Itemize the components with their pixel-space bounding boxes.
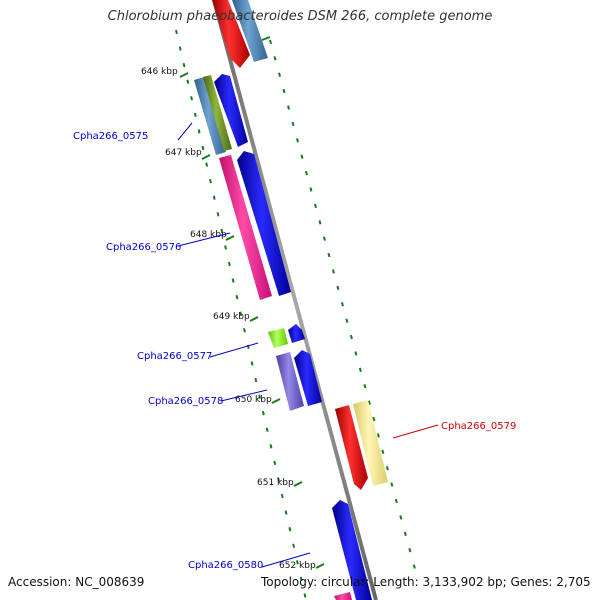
gene-blue-650[interactable] [294, 350, 322, 406]
scale-ticks-left [175, 29, 307, 600]
scale-label-652: 652 kbp [279, 561, 316, 571]
gene-label-cpha266-0577[interactable]: Cpha266_0577 [137, 351, 212, 362]
gene-label-cpha266-0576[interactable]: Cpha266_0576 [106, 242, 181, 253]
genome-summary-text: Topology: circular; Length: 3,133,902 bp… [261, 575, 591, 589]
scale-ticks-right [269, 39, 419, 581]
gene-cpha266-0576-pink[interactable] [219, 155, 272, 300]
gene-label-cpha266-0578[interactable]: Cpha266_0578 [148, 396, 223, 407]
gene-label-cpha266-0580[interactable]: Cpha266_0580 [188, 560, 263, 571]
gene-cpha266-0579-khaki[interactable] [353, 400, 388, 486]
gene-label-cpha266-0575[interactable]: Cpha266_0575 [73, 131, 148, 142]
gene-top-red[interactable] [212, 0, 250, 68]
accession-text: Accession: NC_008639 [8, 575, 145, 589]
scale-label-647: 647 kbp [165, 148, 202, 158]
gene-top-steelblue[interactable] [232, 0, 268, 62]
gene-red-0579[interactable] [335, 405, 368, 490]
genome-backbone [212, 0, 378, 600]
gene-blue-646[interactable] [214, 74, 248, 147]
gene-cpha266-0575-olive[interactable] [203, 75, 232, 151]
major-ticks [179, 36, 325, 569]
scale-label-650: 650 kbp [235, 395, 272, 405]
scale-label-646: 646 kbp [141, 67, 178, 77]
gene-blue-647[interactable] [237, 151, 291, 296]
gene-cpha266-0578-slate[interactable] [276, 352, 304, 411]
gene-label-cpha266-0579[interactable]: Cpha266_0579 [441, 421, 516, 432]
gene-blue-649[interactable] [288, 324, 305, 343]
gene-bottom-pink[interactable] [334, 592, 352, 600]
map-title: Chlorobium phaeobacteroides DSM 266, com… [107, 9, 493, 24]
gene-cpha266-0580-blue[interactable] [332, 500, 372, 600]
gene-cpha266-0577-lime[interactable] [268, 328, 288, 348]
label-leaders [177, 122, 439, 568]
scale-label-651: 651 kbp [257, 478, 294, 488]
scale-label-649: 649 kbp [213, 312, 250, 322]
scale-label-648: 648 kbp [190, 230, 227, 240]
gene-cpha266-0575-steelblue[interactable] [194, 77, 226, 155]
